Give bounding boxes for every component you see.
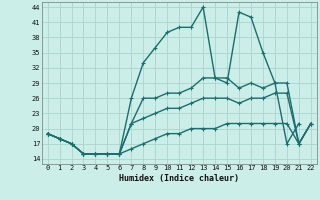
X-axis label: Humidex (Indice chaleur): Humidex (Indice chaleur) [119, 174, 239, 183]
